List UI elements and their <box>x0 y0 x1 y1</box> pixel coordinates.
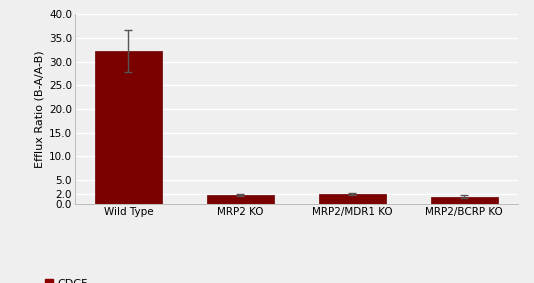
Bar <box>431 197 498 204</box>
Bar <box>319 194 386 204</box>
Bar <box>95 51 162 204</box>
Y-axis label: Efflux Ratio (B-A/A-B): Efflux Ratio (B-A/A-B) <box>35 50 45 168</box>
Bar <box>207 195 274 204</box>
Legend: CDCF: CDCF <box>45 279 88 283</box>
